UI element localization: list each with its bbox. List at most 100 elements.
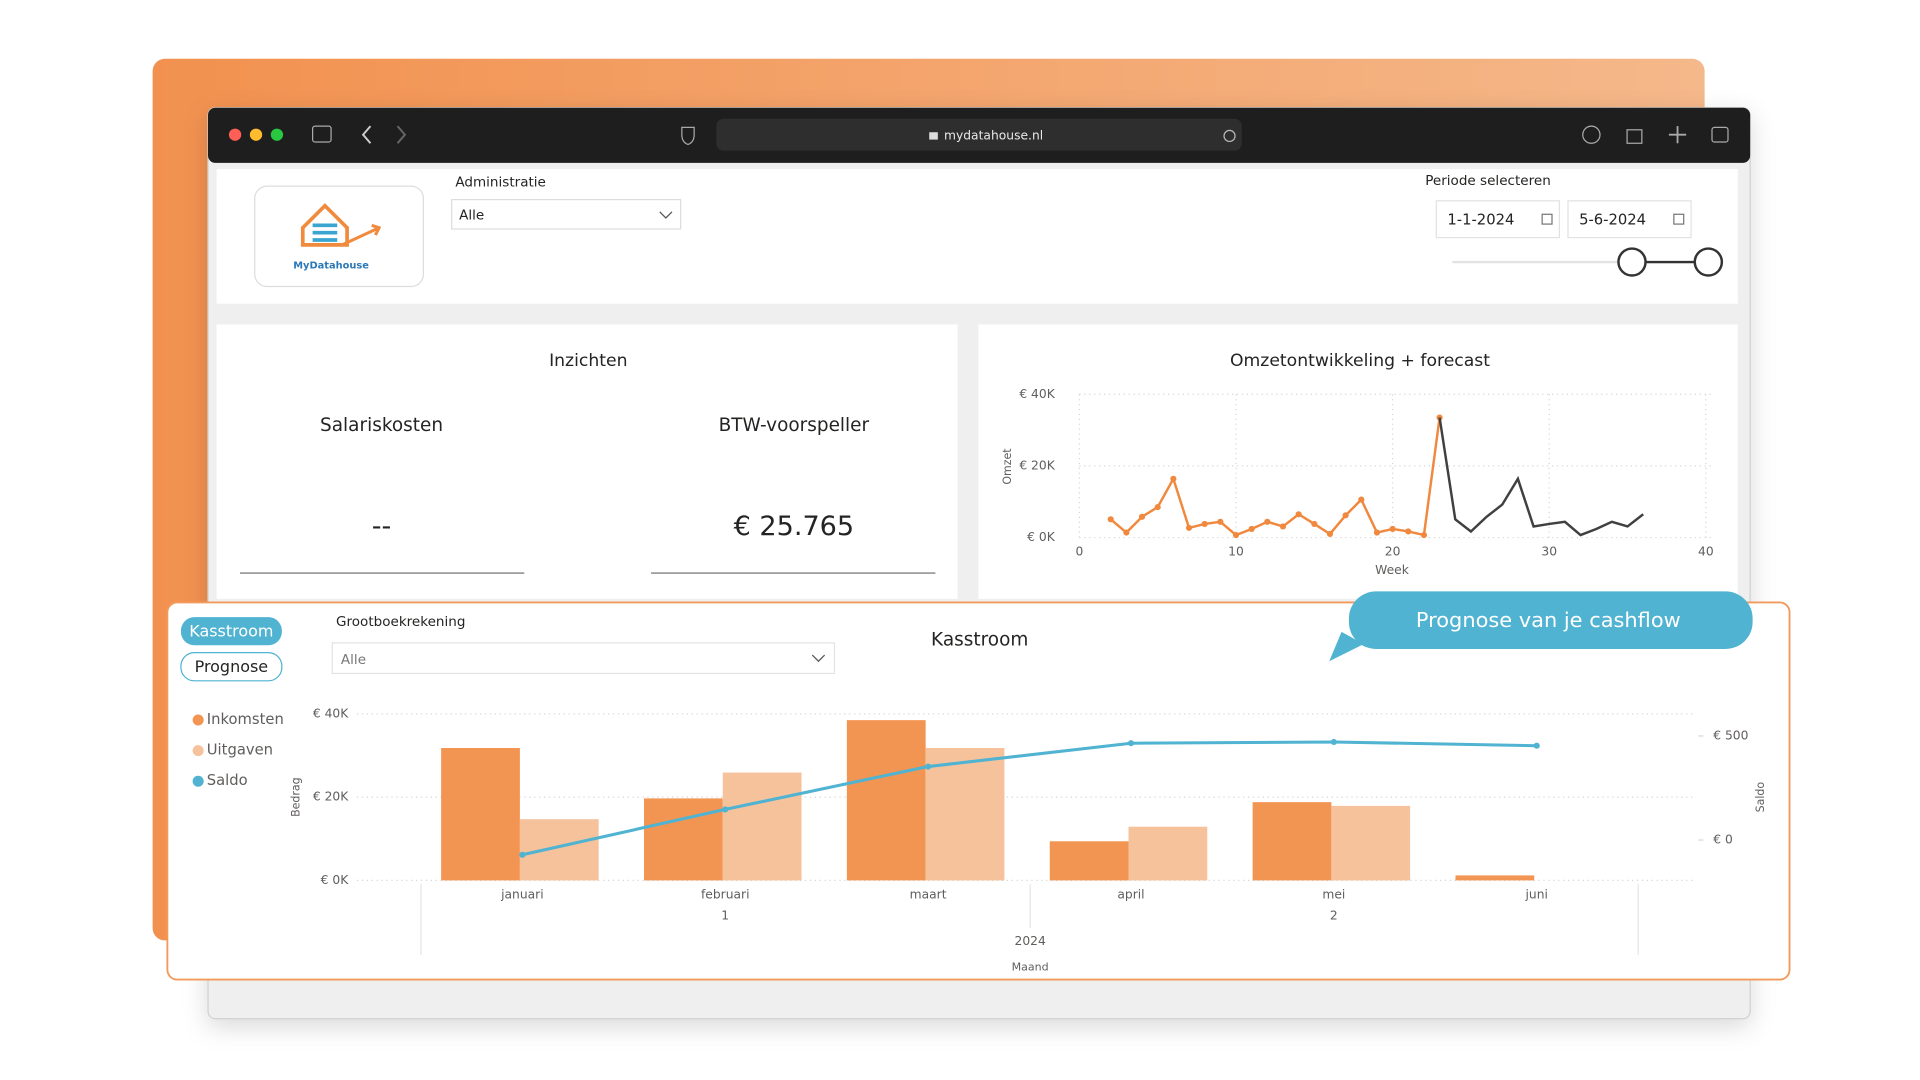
- bar: [846, 720, 926, 881]
- administratie-dropdown[interactable]: [451, 198, 682, 230]
- line-point: [1295, 511, 1302, 518]
- line-point: [1185, 524, 1193, 531]
- grootboek-dropdown[interactable]: [331, 642, 836, 675]
- legend-marker: [192, 775, 204, 787]
- end-date-input[interactable]: [1567, 200, 1692, 239]
- back-icon[interactable]: [361, 125, 372, 144]
- logo-box: [254, 185, 424, 288]
- line-point: [1232, 531, 1240, 539]
- x-tick-label: april: [1117, 888, 1144, 902]
- callout: [1348, 591, 1753, 649]
- x-group-label: 1: [721, 908, 729, 922]
- insights-card: [216, 324, 958, 599]
- saldo-point: [1533, 742, 1540, 749]
- x-tick-label: 10: [1228, 545, 1244, 559]
- dropdown-arrow: [659, 211, 673, 219]
- close-button[interactable]: [228, 128, 242, 141]
- bar: [925, 748, 1005, 881]
- saldo-point: [925, 763, 932, 770]
- y2-tick-label: € 500: [1713, 728, 1748, 742]
- line-point: [1248, 525, 1255, 533]
- x-tick-label: januari: [500, 888, 544, 902]
- x-axis-title: Week: [1375, 563, 1410, 577]
- bar: [1049, 841, 1129, 881]
- line-point: [1264, 518, 1271, 525]
- filter-label: Administratie: [455, 174, 546, 190]
- callout-text: Prognose van je cashflow: [1416, 608, 1681, 632]
- start-date-input[interactable]: [1435, 200, 1561, 239]
- line-point: [1311, 520, 1318, 528]
- sidebar-icon[interactable]: [312, 125, 332, 143]
- bar: [644, 798, 723, 881]
- bar: [1331, 805, 1411, 881]
- line-point: [1326, 530, 1334, 538]
- kpi-label: BTW-voorspeller: [719, 415, 870, 436]
- y-tick-label: € 20K: [1019, 458, 1055, 472]
- bar: [1455, 875, 1535, 881]
- y-tick-label: € 0K: [321, 873, 350, 887]
- download-icon[interactable]: [1582, 125, 1601, 144]
- kpi-label: Salariskosten: [320, 415, 443, 436]
- logo-house: [300, 203, 349, 247]
- x-tick-label: maart: [910, 888, 947, 902]
- shield-icon[interactable]: [681, 126, 695, 146]
- saldo-point: [1127, 740, 1135, 747]
- saldo-point: [1330, 738, 1337, 746]
- filter-label: Periode selecteren: [1425, 173, 1551, 189]
- filter-label: Grootboekrekening: [336, 614, 465, 630]
- bar: [1128, 826, 1208, 881]
- line-series: [1438, 417, 1644, 537]
- address-bar[interactable]: [716, 118, 1242, 151]
- line-point: [1389, 525, 1396, 533]
- saldo-line: [522, 740, 1537, 857]
- chart-title: Omzetontwikkeling + forecast: [1230, 351, 1490, 371]
- y-tick-label: € 40K: [313, 706, 349, 720]
- line-point: [1154, 504, 1161, 511]
- x-tick-label: 30: [1541, 545, 1557, 559]
- legend-label: Inkomsten: [207, 711, 284, 728]
- line-point: [1279, 523, 1287, 530]
- card-title: Inzichten: [549, 351, 627, 371]
- zoom-button[interactable]: [270, 128, 284, 141]
- reload-icon[interactable]: [1223, 129, 1236, 143]
- kasstroom-button[interactable]: [180, 617, 282, 646]
- line-point: [1405, 528, 1412, 535]
- logo-arrow: [341, 223, 382, 247]
- x-group-label: 2: [1330, 908, 1338, 922]
- kpi-value: € 25.765: [734, 511, 855, 542]
- y2-tick-label: € 0: [1713, 833, 1733, 847]
- legend-marker: [192, 714, 204, 726]
- line-point: [1373, 529, 1381, 536]
- dropdown-value: Alle: [459, 208, 484, 224]
- tabs-icon[interactable]: [1711, 126, 1729, 143]
- y-axis-title: Omzet: [1001, 448, 1014, 485]
- minimize-button[interactable]: [249, 128, 263, 141]
- forward-icon[interactable]: [396, 125, 407, 144]
- prognose-button[interactable]: [180, 652, 283, 682]
- calendar-icon[interactable]: [1541, 213, 1553, 225]
- callout-pointer: [1329, 631, 1364, 662]
- legend-marker: [192, 745, 204, 757]
- slider-handle[interactable]: [1617, 247, 1647, 277]
- line-point: [1358, 496, 1365, 503]
- line-point: [1201, 520, 1208, 528]
- x-super-label: 2024: [1015, 934, 1046, 948]
- calendar-icon[interactable]: [1673, 213, 1685, 225]
- bar: [519, 819, 599, 881]
- bar: [1252, 802, 1332, 881]
- logo-text: MyDatahouse: [293, 261, 369, 272]
- y2-axis-title: Saldo: [1754, 782, 1767, 813]
- slider-handle[interactable]: [1693, 247, 1724, 277]
- new-tab-icon[interactable]: [1668, 126, 1687, 144]
- x-tick-label: juni: [1524, 888, 1547, 902]
- y-tick-label: € 20K: [313, 790, 349, 804]
- chart-title: Kasstroom: [931, 629, 1028, 650]
- share-icon[interactable]: [1626, 129, 1643, 144]
- y-axis-title: Bedrag: [290, 777, 303, 817]
- line-point: [1420, 531, 1428, 539]
- y-tick-label: € 0K: [1027, 530, 1056, 544]
- x-tick-label: 20: [1385, 545, 1401, 559]
- url: mydatahouse.nl: [944, 128, 1043, 142]
